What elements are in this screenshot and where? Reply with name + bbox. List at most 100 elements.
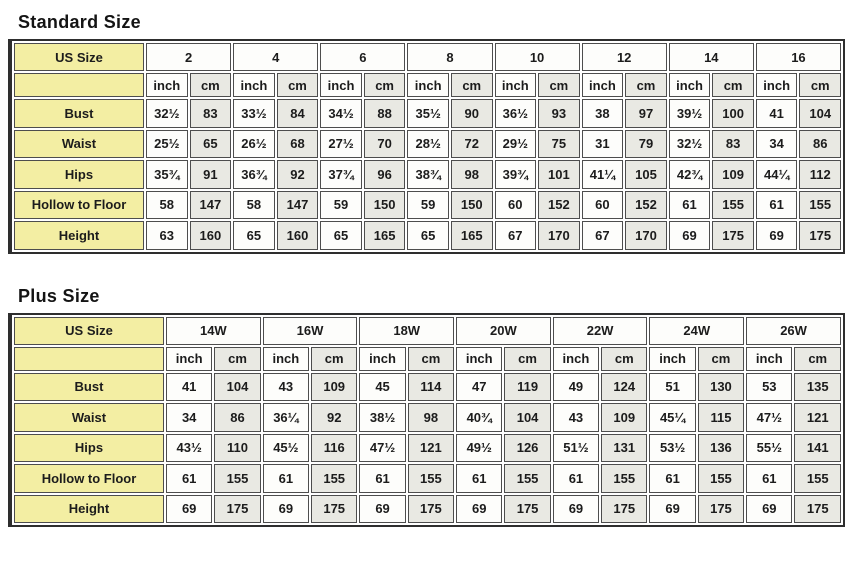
us-size-corner-cell: US Size [14, 43, 144, 71]
unit-cm-cell: cm [189, 73, 232, 97]
unit-cm-cell: cm [450, 73, 493, 97]
value-cell-inch: 69 [755, 221, 798, 250]
value-cell-inch: 36¼ [262, 403, 310, 432]
value-cell-inch: 47½ [746, 403, 793, 432]
value-cell-inch: 58 [146, 190, 188, 219]
value-cell-cm: 72 [450, 129, 493, 158]
unit-cm-cell: cm [794, 346, 841, 371]
value-cell-inch: 69 [359, 494, 406, 523]
value-cell-inch: 35¾ [146, 160, 188, 189]
value-cell-cm: 68 [276, 129, 319, 158]
measurement-row: Bust 32½ 83 33½ 84 34½ 88 35½ 90 36½ 93 38 97 39½ 100 4… [14, 99, 841, 128]
value-cell-inch: 61 [166, 464, 213, 493]
row-label-cell: Hips [14, 433, 164, 462]
value-cell-inch: 34 [166, 403, 213, 432]
value-cell-inch: 59 [320, 190, 362, 219]
value-cell-cm: 175 [794, 494, 841, 523]
value-cell-inch: 43 [552, 403, 600, 432]
value-cell-cm: 83 [712, 129, 754, 158]
value-cell-cm: 86 [799, 129, 841, 158]
unit-inch-cell: inch [552, 346, 600, 371]
value-cell-inch: 45 [359, 372, 406, 401]
value-cell-inch: 69 [668, 221, 711, 250]
unit-inch-cell: inch [746, 346, 793, 371]
value-cell-cm: 150 [363, 190, 406, 219]
value-cell-cm: 101 [538, 160, 580, 189]
size-header-cell: 16 [755, 43, 841, 71]
row-label-cell: Waist [14, 403, 164, 432]
value-cell-inch: 43 [262, 372, 310, 401]
measurement-row: Waist 34 86 36¼ 92 38½ 98 40¾ 104 43 109 45¼ 115 47½ 1… [14, 403, 841, 432]
standard-size-table-frame: US Size 2 4 6 8 10 12 14 16 inch cm inch cm inch cm inc… [8, 39, 845, 254]
unit-inch-cell: inch [233, 73, 275, 97]
value-cell-cm: 84 [276, 99, 319, 128]
size-header-cell: 14W [166, 316, 261, 345]
value-cell-cm: 155 [712, 190, 754, 219]
value-cell-cm: 91 [189, 160, 232, 189]
value-cell-cm: 155 [214, 464, 261, 493]
size-header-cell: 24W [649, 316, 745, 345]
value-cell-inch: 31 [581, 129, 624, 158]
unit-inch-cell: inch [359, 346, 406, 371]
value-cell-cm: 104 [504, 403, 551, 432]
measurement-row: Hips 43½ 110 45½ 116 47½ 121 49½ 126 51½ 131 53½ 136… [14, 433, 841, 462]
size-header-cell: 26W [746, 316, 841, 345]
value-cell-cm: 97 [625, 99, 667, 128]
value-cell-cm: 160 [189, 221, 232, 250]
unit-cm-cell: cm [504, 346, 551, 371]
measurement-row: Height 63 160 65 160 65 165 65 165 67 170 67 170 69 17… [14, 221, 841, 250]
value-cell-cm: 155 [504, 464, 551, 493]
value-cell-cm: 109 [311, 372, 358, 401]
row-label-cell: Hollow to Floor [14, 464, 164, 493]
value-cell-cm: 165 [363, 221, 406, 250]
value-cell-cm: 119 [504, 372, 551, 401]
value-cell-inch: 43½ [166, 433, 213, 462]
value-cell-cm: 141 [794, 433, 841, 462]
value-cell-cm: 98 [407, 403, 455, 432]
unit-inch-cell: inch [494, 73, 537, 97]
value-cell-inch: 55½ [746, 433, 793, 462]
value-cell-inch: 61 [359, 464, 406, 493]
value-cell-inch: 35½ [407, 99, 449, 128]
value-cell-inch: 49 [552, 372, 600, 401]
size-header-cell: 22W [552, 316, 648, 345]
value-cell-inch: 39½ [668, 99, 711, 128]
value-cell-cm: 155 [794, 464, 841, 493]
unit-cm-cell: cm [601, 346, 648, 371]
value-cell-inch: 61 [262, 464, 310, 493]
value-cell-cm: 131 [601, 433, 648, 462]
value-cell-cm: 126 [504, 433, 551, 462]
unit-cm-cell: cm [407, 346, 455, 371]
value-cell-inch: 41¼ [581, 160, 624, 189]
value-cell-inch: 69 [166, 494, 213, 523]
value-cell-inch: 61 [668, 190, 711, 219]
value-cell-inch: 67 [494, 221, 537, 250]
value-cell-inch: 34½ [320, 99, 362, 128]
value-cell-inch: 28½ [407, 129, 449, 158]
size-header-cell: 10 [494, 43, 580, 71]
value-cell-cm: 65 [189, 129, 232, 158]
size-chart-sheet: Standard Size US Size 2 4 6 8 10 12 14 16 inch cm i… [8, 12, 845, 527]
value-cell-cm: 136 [697, 433, 745, 462]
unit-cm-cell: cm [276, 73, 319, 97]
value-cell-cm: 104 [214, 372, 261, 401]
unit-inch-cell: inch [320, 73, 362, 97]
value-cell-inch: 60 [494, 190, 537, 219]
size-header-cell: 8 [407, 43, 493, 71]
value-cell-inch: 58 [233, 190, 275, 219]
row-label-cell: Hollow to Floor [14, 190, 144, 219]
value-cell-inch: 53½ [649, 433, 696, 462]
value-cell-cm: 155 [407, 464, 455, 493]
row-label-cell: Height [14, 221, 144, 250]
value-cell-inch: 36½ [494, 99, 537, 128]
unit-inch-cell: inch [581, 73, 624, 97]
row-label-cell: Bust [14, 99, 144, 128]
value-cell-cm: 155 [799, 190, 841, 219]
measurement-row: Hollow to Floor 61 155 61 155 61 155 61 155 61 155… [14, 464, 841, 493]
value-cell-cm: 124 [601, 372, 648, 401]
value-cell-cm: 150 [450, 190, 493, 219]
value-cell-cm: 175 [697, 494, 745, 523]
value-cell-cm: 175 [311, 494, 358, 523]
row-label-cell: Waist [14, 129, 144, 158]
value-cell-inch: 51 [649, 372, 696, 401]
